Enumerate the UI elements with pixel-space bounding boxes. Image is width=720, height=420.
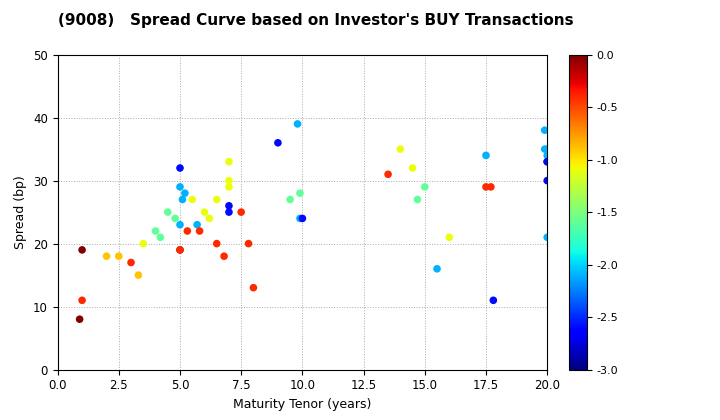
X-axis label: Maturity Tenor (years): Maturity Tenor (years): [233, 398, 372, 411]
Point: [186, 196, 198, 203]
Point: [174, 165, 186, 171]
Text: (9008)   Spread Curve based on Investor's BUY Transactions: (9008) Spread Curve based on Investor's …: [58, 13, 573, 28]
Point: [272, 139, 284, 146]
Point: [211, 240, 222, 247]
Point: [150, 228, 161, 234]
Point: [113, 253, 125, 260]
Point: [419, 184, 431, 190]
Point: [485, 184, 497, 190]
Point: [541, 234, 553, 241]
Point: [218, 253, 230, 260]
Point: [487, 297, 499, 304]
Point: [223, 177, 235, 184]
Point: [176, 196, 188, 203]
Point: [223, 184, 235, 190]
Point: [211, 196, 222, 203]
Point: [223, 209, 235, 215]
Point: [297, 215, 308, 222]
Point: [162, 209, 174, 215]
Point: [248, 284, 259, 291]
Point: [284, 196, 296, 203]
Point: [541, 158, 553, 165]
Point: [181, 228, 193, 234]
Point: [541, 177, 553, 184]
Point: [223, 202, 235, 209]
Point: [132, 272, 144, 278]
Point: [541, 158, 553, 165]
Point: [76, 297, 88, 304]
Point: [294, 215, 306, 222]
Point: [444, 234, 455, 241]
Point: [199, 209, 210, 215]
Point: [407, 165, 418, 171]
Point: [480, 152, 492, 159]
Point: [412, 196, 423, 203]
Point: [541, 146, 553, 152]
Point: [194, 228, 205, 234]
Point: [179, 190, 191, 197]
Point: [192, 221, 203, 228]
Point: [294, 190, 306, 197]
Point: [138, 240, 149, 247]
Point: [74, 316, 86, 323]
Point: [174, 184, 186, 190]
Point: [382, 171, 394, 178]
Point: [243, 240, 254, 247]
Point: [174, 247, 186, 253]
Point: [204, 215, 215, 222]
Point: [292, 121, 303, 127]
Y-axis label: Spread (bp): Spread (bp): [14, 175, 27, 249]
Point: [480, 184, 492, 190]
Point: [125, 259, 137, 266]
Point: [76, 247, 88, 253]
Point: [539, 146, 551, 152]
Point: [155, 234, 166, 241]
Point: [235, 209, 247, 215]
Point: [395, 146, 406, 152]
Point: [539, 127, 551, 134]
Point: [174, 221, 186, 228]
Point: [541, 152, 553, 159]
Point: [431, 265, 443, 272]
Point: [169, 215, 181, 222]
Point: [174, 247, 186, 253]
Point: [101, 253, 112, 260]
Point: [223, 158, 235, 165]
